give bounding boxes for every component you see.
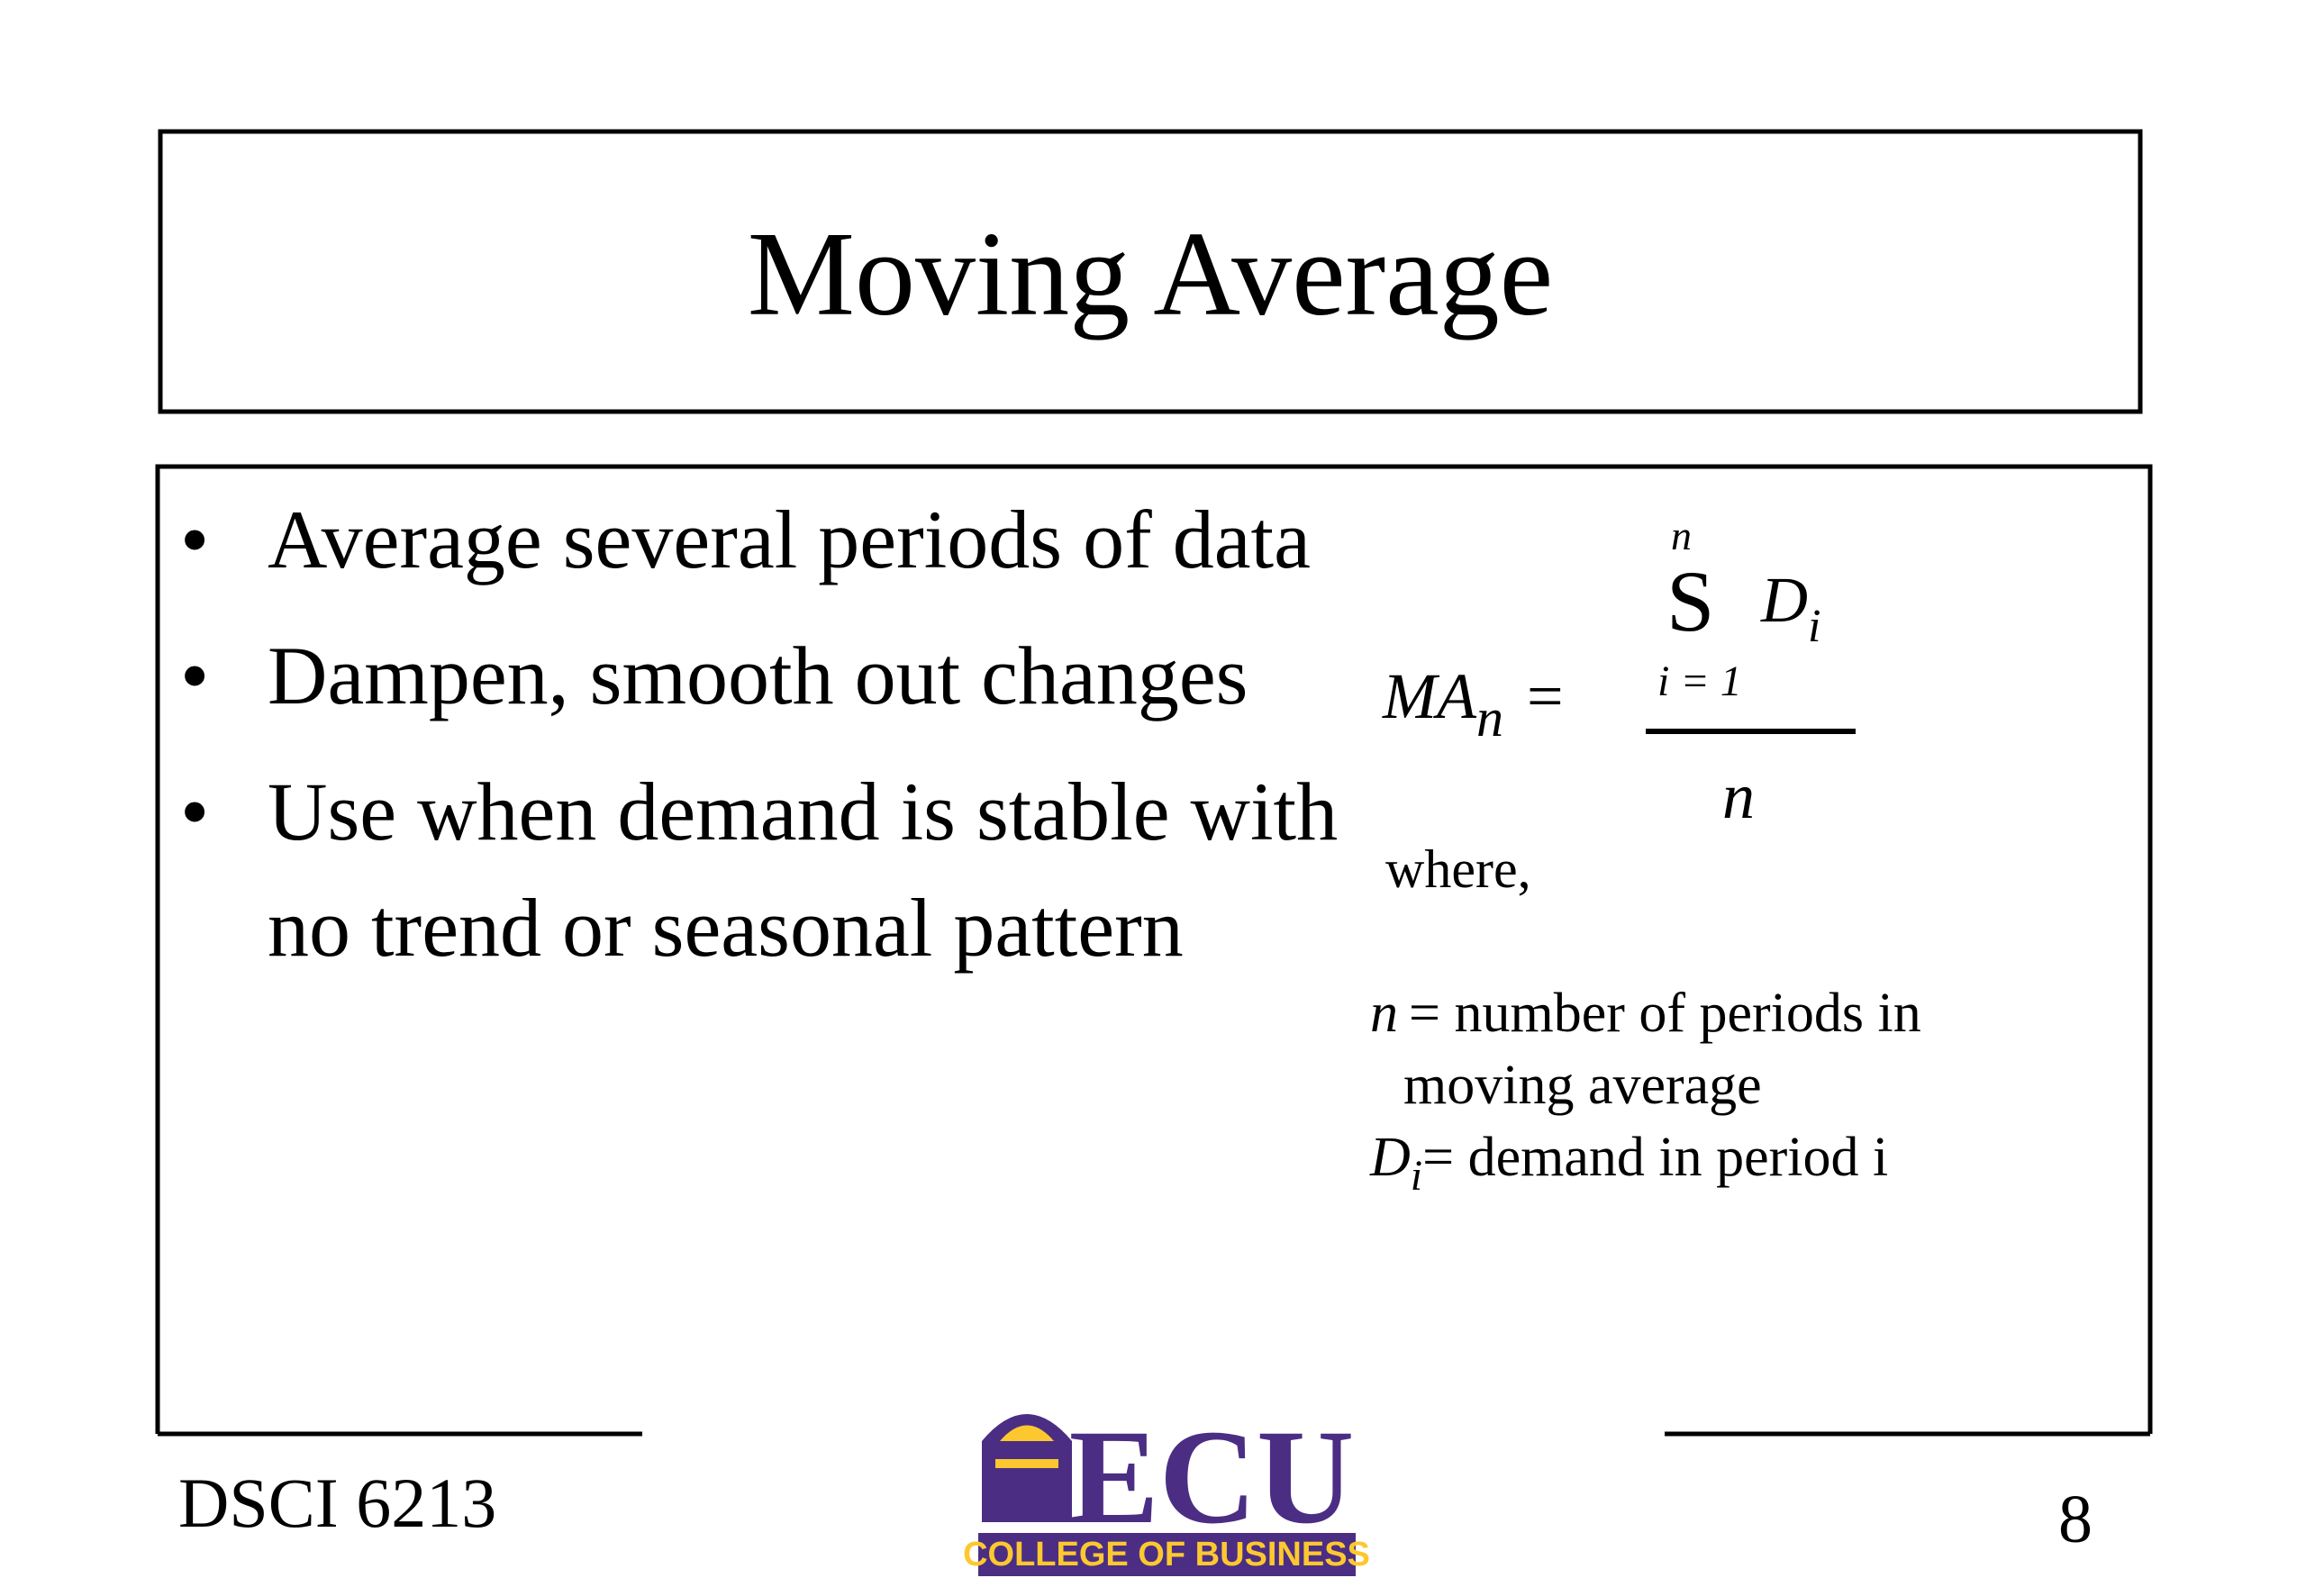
sum-lower: i = 1 (1657, 657, 1742, 705)
definition-cont: moving average (1403, 1055, 1762, 1116)
sum-term-sub: i (1808, 601, 1820, 652)
formula-equals: = (1527, 660, 1564, 732)
definition-text: = number of periods in (1409, 983, 1921, 1044)
logo-caption: COLLEGE OF BUSINESS (963, 1536, 1370, 1573)
where-label: where, (1385, 839, 1531, 899)
denominator: n (1722, 760, 1755, 832)
definition-sub: i (1411, 1152, 1422, 1200)
sum-term: Di (1760, 564, 1820, 652)
page-number: 8 (2058, 1482, 2093, 1557)
sum-term: D (1760, 564, 1808, 636)
course-code: DSCI 6213 (178, 1464, 496, 1542)
content-box (155, 464, 2153, 1434)
bullet: Dampen, smooth out changes (180, 618, 1342, 734)
logo-text: ECU (1069, 1402, 1355, 1552)
definition: n = number of periods in (1370, 983, 1921, 1044)
logo-accent (995, 1459, 1058, 1468)
sum-symbol: S (1666, 553, 1714, 649)
definition-symbol: n (1370, 983, 1398, 1044)
bullet: Use when demand is stable with no trend … (180, 754, 1342, 986)
definition-text: = demand in period i (1422, 1127, 1888, 1188)
formula-lhs: MAn (1382, 660, 1503, 748)
sum-upper: n (1671, 512, 1692, 558)
definition: Di= demand in period i (1369, 1127, 1888, 1200)
slide-title: Moving Average (748, 207, 1553, 340)
bullet: Average several periods of data (180, 482, 1342, 598)
bullet-list: Average several periods of data Dampen, … (180, 482, 1342, 1006)
logo-dome-accent (1000, 1425, 1054, 1441)
logo-bar (978, 1533, 1356, 1576)
formula-lhs-sub: n (1476, 688, 1503, 748)
logo: ECU COLLEGE OF BUSINESS (963, 1402, 1370, 1576)
formula-lhs: MA (1382, 660, 1477, 732)
title-box (158, 129, 2143, 414)
definition-symbol: D (1369, 1127, 1411, 1188)
